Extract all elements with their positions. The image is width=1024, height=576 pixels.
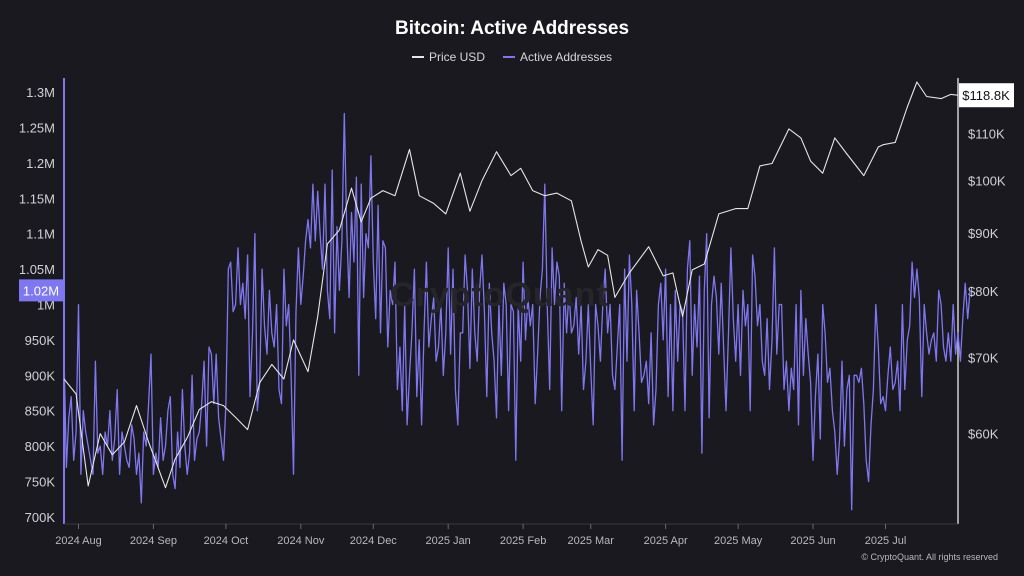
x-tick-label-3: 2024 Nov (277, 535, 325, 547)
legend: Price USD Active Addresses (0, 50, 1024, 64)
current-value-label-price: $118.8K (962, 88, 1010, 103)
right-tick-label-0: $110K (968, 126, 1005, 141)
legend-item-active-addresses[interactable]: Active Addresses (502, 50, 613, 64)
x-tick-label-10: 2025 Jun (790, 535, 835, 547)
left-tick-label-0: 1.3M (26, 85, 55, 100)
legend-label-price: Price USD (428, 50, 485, 64)
left-tick-label-10: 800K (25, 439, 56, 454)
left-tick-label-11: 750K (25, 475, 56, 490)
left-tick-label-8: 900K (25, 368, 56, 383)
x-tick-label-7: 2025 Mar (567, 535, 614, 547)
right-tick-label-3: $80K (968, 284, 999, 299)
current-value-label-active-addresses: 1.02M (23, 283, 59, 298)
right-tick-label-5: $60K (968, 427, 999, 442)
x-tick-label-9: 2025 May (714, 535, 763, 547)
legend-swatch-price (411, 56, 424, 58)
current-value-badge-price (959, 83, 1014, 108)
chart-title: Bitcoin: Active Addresses (394, 18, 630, 39)
x-tick-label-0: 2024 Aug (55, 535, 102, 547)
left-tick-label-12: 700K (25, 510, 56, 525)
left-tick-label-9: 850K (25, 404, 56, 419)
left-tick-label-7: 950K (25, 333, 56, 348)
left-tick-label-3: 1.15M (19, 191, 55, 206)
x-tick-label-11: 2025 Jul (865, 535, 907, 547)
x-tick-label-4: 2024 Dec (350, 535, 398, 547)
legend-swatch-active-addresses (502, 56, 515, 58)
watermark: CryptoQuant (390, 276, 609, 314)
right-tick-label-1: $100K (968, 174, 1006, 189)
current-value-badge-active-addresses (19, 279, 63, 302)
left-tick-label-2: 1.2M (26, 156, 55, 171)
x-tick-label-8: 2025 Apr (644, 535, 688, 547)
series-line-price-usd (63, 81, 959, 489)
x-tick-label-2: 2024 Oct (204, 535, 249, 547)
x-tick-label-6: 2025 Feb (500, 535, 546, 547)
right-tick-label-2: $90K (968, 226, 999, 241)
left-tick-label-5: 1.05M (19, 262, 55, 277)
legend-label-active-addresses: Active Addresses (519, 50, 613, 64)
x-tick-label-1: 2024 Sep (130, 535, 177, 547)
right-tick-label-4: $70K (968, 350, 999, 365)
x-tick-label-5: 2025 Jan (426, 535, 471, 547)
copyright-credit: © CryptoQuant. All rights reserved (861, 552, 998, 562)
left-tick-label-4: 1.1M (26, 227, 55, 242)
left-tick-label-1: 1.25M (19, 121, 55, 136)
series-line-active-addresses (63, 112, 971, 511)
legend-item-price[interactable]: Price USD (411, 50, 485, 64)
